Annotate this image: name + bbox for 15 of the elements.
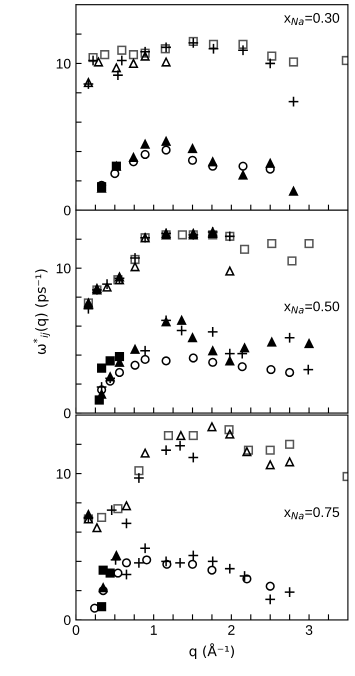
annotation: x$_{Na}$=0.75 bbox=[284, 507, 340, 520]
x-tick-label: 1 bbox=[150, 625, 157, 635]
x-tick-label: 2 bbox=[228, 625, 235, 635]
y-tick-label: 10 bbox=[56, 58, 71, 69]
annotation: x$_{Na}$=0.30 bbox=[284, 12, 340, 26]
x-axis-title: q (Å⁻¹) bbox=[189, 643, 234, 660]
y-axis-title: ω$^{*}$$_{ij}$(q) (ps⁻¹) bbox=[33, 269, 50, 354]
x-tick-label: 3 bbox=[306, 625, 312, 635]
y-tick-label: 0 bbox=[64, 615, 71, 626]
y-tick-label: 0 bbox=[64, 206, 71, 216]
y-tick-label: 0 bbox=[64, 408, 71, 418]
y-tick-label: 10 bbox=[56, 264, 71, 274]
annotation: x$_{Na}$=0.50 bbox=[284, 301, 340, 314]
x-tick-label: 0 bbox=[72, 625, 80, 635]
y-tick-label: 10 bbox=[56, 468, 71, 479]
